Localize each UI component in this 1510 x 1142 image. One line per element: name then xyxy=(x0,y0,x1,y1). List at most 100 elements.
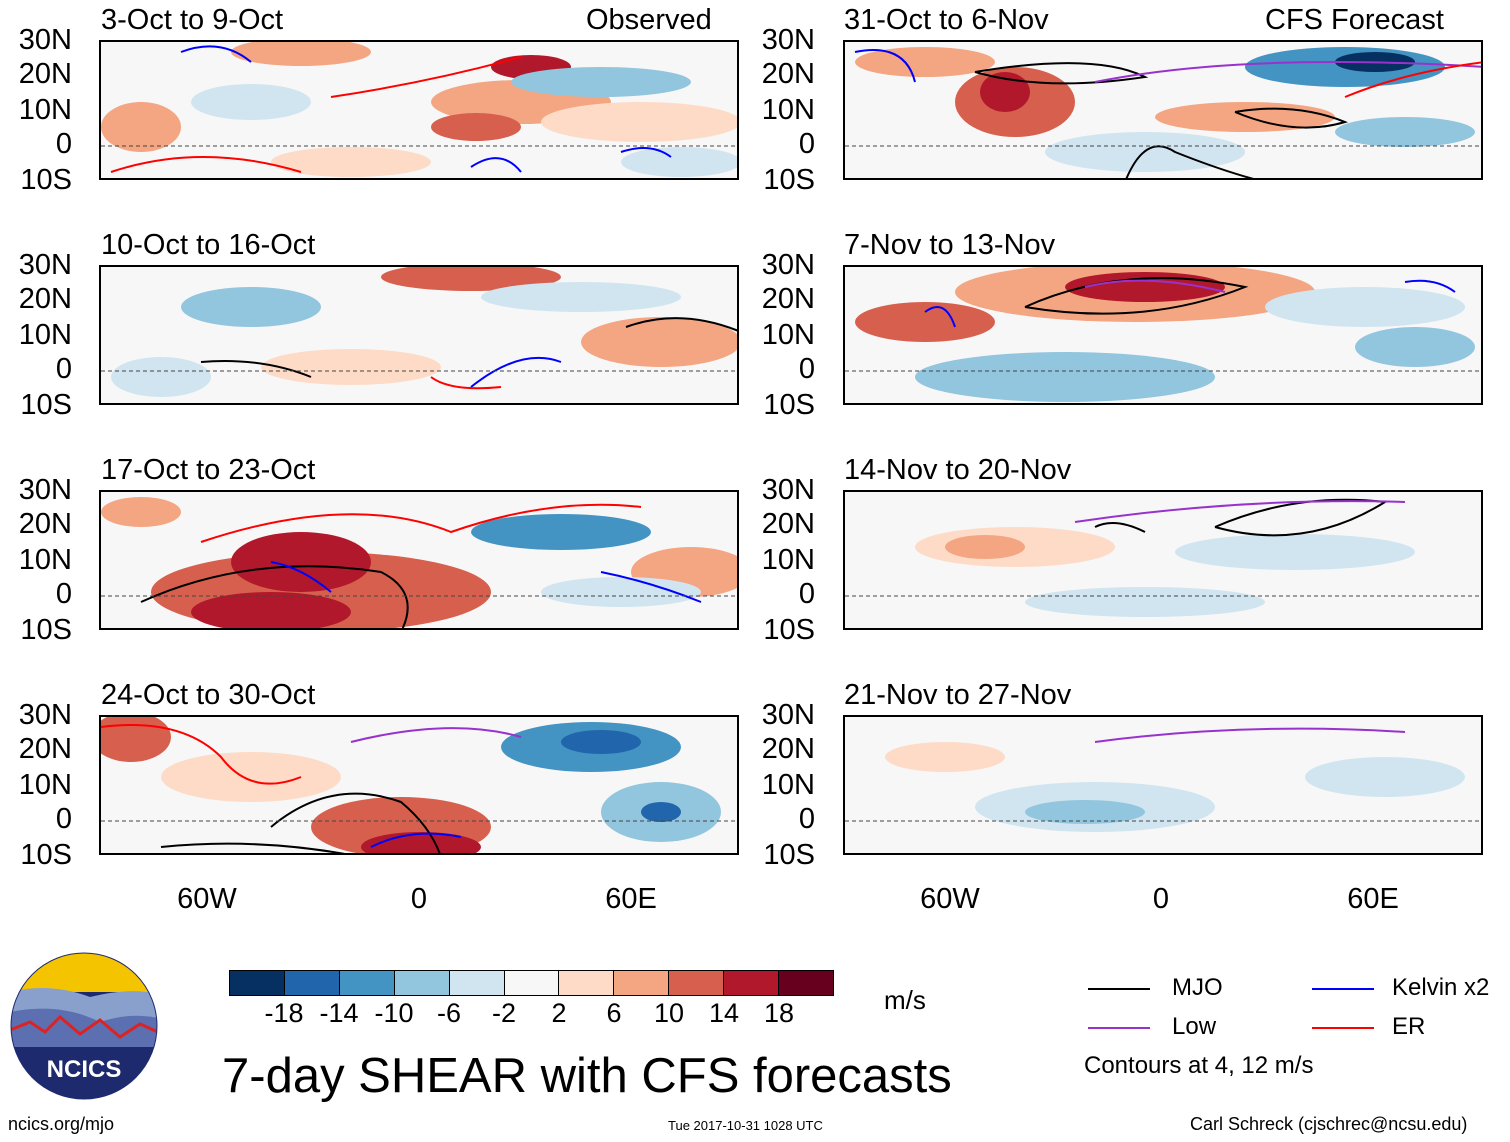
legend-label-low: Low xyxy=(1172,1013,1217,1040)
lat-label: 30N xyxy=(18,249,72,281)
lat-label: 20N xyxy=(18,58,72,90)
lat-label: 10S xyxy=(20,839,72,871)
lat-label: 20N xyxy=(18,733,72,765)
lat-label: 10S xyxy=(763,614,815,646)
lat-label: 30N xyxy=(761,699,815,731)
lat-label: 10S xyxy=(20,614,72,646)
lat-label: 0 xyxy=(798,128,815,160)
lat-label: 10N xyxy=(18,544,72,576)
map-panel-forecast-4 xyxy=(843,715,1483,855)
colorbar-swatch xyxy=(724,971,780,995)
colorbar-swatch xyxy=(394,971,450,995)
colorbar-label: 10 xyxy=(653,998,685,1028)
lat-label: 30N xyxy=(18,24,72,56)
lon-label-60e-left: 60E xyxy=(605,883,657,915)
lat-label: 30N xyxy=(761,24,815,56)
shear-field xyxy=(845,727,1481,832)
panel-title-5: 31-Oct to 6-Nov xyxy=(844,4,1049,36)
colorbar-swatch xyxy=(559,971,615,995)
lat-label: 20N xyxy=(761,58,815,90)
lat-label: 20N xyxy=(18,508,72,540)
map-panel-forecast-3 xyxy=(843,490,1483,630)
colorbar-swatch xyxy=(614,971,670,995)
lat-label: 0 xyxy=(55,803,72,835)
legend-line-low xyxy=(1088,1027,1150,1029)
colorbar-swatch xyxy=(284,971,340,995)
logo-text: NCICS xyxy=(47,1056,122,1083)
lat-label: 0 xyxy=(798,578,815,610)
lat-label: 10S xyxy=(20,164,72,196)
colorbar-label: 18 xyxy=(763,998,795,1028)
lon-label-0-left: 0 xyxy=(410,883,428,915)
panel-title-3: 17-Oct to 23-Oct xyxy=(101,454,316,486)
colorbar-label: 14 xyxy=(708,998,740,1028)
lon-label-0-right: 0 xyxy=(1152,883,1170,915)
lat-label: 20N xyxy=(761,283,815,315)
footer-author: Carl Schreck (cjschrec@ncsu.edu) xyxy=(1190,1114,1468,1134)
lat-label: 10S xyxy=(763,389,815,421)
colorbar-label: -2 xyxy=(491,998,516,1028)
lat-label: 10N xyxy=(18,769,72,801)
lat-label: 0 xyxy=(798,353,815,385)
colorbar-swatch xyxy=(339,971,395,995)
legend-line-mjo xyxy=(1088,988,1150,990)
lat-label: 10N xyxy=(761,94,815,126)
lat-label: 10N xyxy=(761,319,815,351)
map-panel-observed-2 xyxy=(99,265,739,405)
lat-label: 20N xyxy=(761,733,815,765)
map-panel-observed-4 xyxy=(99,715,739,855)
map-panel-observed-3 xyxy=(99,490,739,630)
lat-label: 20N xyxy=(761,508,815,540)
lat-label: 10N xyxy=(18,319,72,351)
forecast-label: CFS Forecast xyxy=(1265,4,1444,36)
main-title: 7-day SHEAR with CFS forecasts xyxy=(222,1049,952,1103)
shear-field xyxy=(101,497,737,628)
legend-label-kelvin: Kelvin x2 xyxy=(1392,974,1490,1001)
colorbar-label: 2 xyxy=(551,998,567,1028)
colorbar-swatch xyxy=(449,971,505,995)
colorbar-label: -14 xyxy=(319,998,359,1028)
colorbar-label: -6 xyxy=(436,998,461,1028)
map-panel-observed-1 xyxy=(99,40,739,180)
shear-field xyxy=(101,42,737,177)
lat-label: 10S xyxy=(763,839,815,871)
panel-title-2: 10-Oct to 16-Oct xyxy=(101,229,316,261)
lat-label: 10N xyxy=(18,94,72,126)
panel-title-1: 3-Oct to 9-Oct xyxy=(101,4,284,36)
footer-timestamp: Tue 2017-10-31 1028 UTC xyxy=(668,1118,823,1133)
shear-field xyxy=(845,47,1481,178)
lon-label-60e-right: 60E xyxy=(1347,883,1399,915)
legend-label-er: ER xyxy=(1392,1013,1426,1040)
lat-label: 30N xyxy=(761,249,815,281)
contours-note: Contours at 4, 12 m/s xyxy=(1084,1052,1314,1079)
map-panel-forecast-1 xyxy=(843,40,1483,180)
lat-label: 0 xyxy=(55,578,72,610)
panel-title-8: 21-Nov to 27-Nov xyxy=(844,679,1072,711)
lat-label: 0 xyxy=(798,803,815,835)
map-panel-forecast-2 xyxy=(843,265,1483,405)
observed-label: Observed xyxy=(586,4,712,36)
colorbar-label: 6 xyxy=(606,998,622,1028)
lat-label: 10N xyxy=(761,769,815,801)
shear-field xyxy=(101,267,737,397)
colorbar-label: -18 xyxy=(264,998,304,1028)
lat-label: 10S xyxy=(20,389,72,421)
lat-label: 0 xyxy=(55,353,72,385)
panel-title-7: 14-Nov to 20-Nov xyxy=(844,454,1072,486)
legend-line-er xyxy=(1312,1027,1374,1029)
colorbar-label: -10 xyxy=(374,998,414,1028)
units-label: m/s xyxy=(884,985,926,1015)
panel-title-6: 7-Nov to 13-Nov xyxy=(844,229,1056,261)
colorbar-swatch xyxy=(779,971,833,995)
lon-label-60w-right: 60W xyxy=(920,883,980,915)
colorbar-swatch xyxy=(504,971,560,995)
shear-field xyxy=(845,267,1481,402)
shear-field xyxy=(845,498,1481,617)
footer-url[interactable]: ncics.org/mjo xyxy=(8,1114,115,1134)
colorbar xyxy=(229,970,834,996)
legend-line-kelvin xyxy=(1312,988,1374,990)
lat-label: 30N xyxy=(18,699,72,731)
panel-title-4: 24-Oct to 30-Oct xyxy=(101,679,316,711)
colorbar-swatch xyxy=(230,971,285,995)
colorbar-swatch xyxy=(669,971,725,995)
